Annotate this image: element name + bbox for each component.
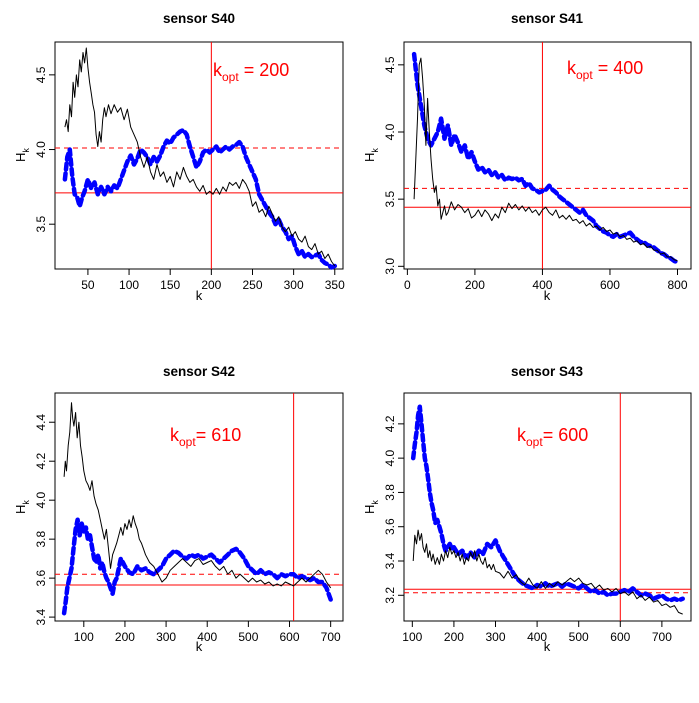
chart-panel-sensor-s40: sensor S40 50 100 150 200 250 300 350 3.5 4.0 4.… <box>13 11 345 303</box>
y-tick-label: 4.4 <box>34 414 48 431</box>
k-opt-annotation: kopt= 600 <box>517 425 588 449</box>
x-tick-label: 50 <box>81 278 95 292</box>
x-tick-label: 200 <box>444 630 464 644</box>
chart-title: sensor S42 <box>163 364 235 379</box>
x-axis-ticks: 50 100 150 200 250 300 350 <box>81 269 345 292</box>
reference-lines <box>55 42 343 269</box>
x-axis-label: k <box>196 288 203 303</box>
y-axis-label: Hk <box>13 500 31 514</box>
series-dashed-blue <box>411 51 680 265</box>
y-tick-label: 4.0 <box>383 449 397 466</box>
x-tick-label: 100 <box>74 630 94 644</box>
data-series <box>62 47 338 270</box>
x-axis-label: k <box>544 639 551 654</box>
k-opt-annotation: kopt = 200 <box>213 60 289 84</box>
x-tick-label: 400 <box>527 630 547 644</box>
x-axis-ticks: 100 200 300 400 500 600 700 <box>402 621 672 644</box>
plot-frame <box>403 392 692 622</box>
series-dashed-blue <box>61 517 333 616</box>
k-opt-annotation: kopt = 400 <box>567 58 643 82</box>
x-tick-label: 300 <box>284 278 304 292</box>
y-tick-label: 4.0 <box>34 492 48 509</box>
x-tick-label: 500 <box>569 630 589 644</box>
x-tick-label: 700 <box>321 630 341 644</box>
y-tick-label: 3.5 <box>383 190 397 207</box>
y-tick-label: 3.4 <box>34 608 48 625</box>
plot-frame <box>54 41 344 270</box>
y-axis-ticks: 3.4 3.6 3.8 4.0 4.2 4.4 <box>34 414 55 625</box>
data-series <box>411 51 680 265</box>
x-axis-ticks: 100 200 300 400 500 600 700 <box>74 621 341 644</box>
plot-frame <box>403 41 692 270</box>
reference-lines <box>404 42 691 269</box>
x-tick-label: 100 <box>402 630 422 644</box>
y-tick-label: 4.5 <box>383 56 397 73</box>
y-axis-label: Hk <box>362 500 380 514</box>
y-tick-label: 3.8 <box>383 484 397 501</box>
y-tick-label: 4.5 <box>34 66 48 83</box>
k-opt-annotation: kopt= 610 <box>170 425 241 449</box>
data-series <box>410 404 685 615</box>
x-tick-label: 100 <box>119 278 139 292</box>
x-axis-label: k <box>196 639 203 654</box>
x-tick-label: 200 <box>465 278 485 292</box>
y-tick-label: 3.6 <box>383 518 397 535</box>
y-tick-label: 3.6 <box>34 569 48 586</box>
y-axis-label: Hk <box>362 148 380 162</box>
y-axis-label: Hk <box>13 148 31 162</box>
y-tick-label: 3.0 <box>383 258 397 275</box>
chart-panel-sensor-s43: sensor S43 100 200 300 400 500 600 700 3.23.43… <box>362 364 692 654</box>
series-solid-black <box>413 57 678 262</box>
chart-panel-sensor-s42: sensor S42 100 200 300 400 500 600 700 3.43.63… <box>13 364 344 654</box>
data-series <box>61 402 333 616</box>
y-tick-label: 4.0 <box>34 141 48 158</box>
x-tick-label: 700 <box>652 630 672 644</box>
y-axis-ticks: 3.0 3.5 4.0 4.5 <box>383 56 404 275</box>
x-tick-label: 350 <box>325 278 345 292</box>
chart-title: sensor S40 <box>163 11 235 26</box>
x-axis-label: k <box>544 288 551 303</box>
y-tick-label: 3.8 <box>34 530 48 547</box>
x-tick-label: 200 <box>201 278 221 292</box>
x-tick-label: 500 <box>238 630 258 644</box>
x-tick-label: 200 <box>115 630 135 644</box>
y-axis-ticks: 3.5 4.0 4.5 <box>34 66 55 233</box>
y-tick-label: 3.4 <box>383 552 397 569</box>
y-axis-ticks: 3.2 3.4 3.6 3.8 4.0 4.2 <box>383 415 404 604</box>
x-tick-label: 150 <box>160 278 180 292</box>
x-tick-label: 0 <box>404 278 411 292</box>
chart-title: sensor S43 <box>511 364 584 379</box>
series-solid-black <box>412 529 683 615</box>
x-tick-label: 250 <box>242 278 262 292</box>
series-dashed-blue <box>62 127 338 270</box>
x-tick-label: 300 <box>156 630 176 644</box>
y-tick-label: 4.2 <box>34 453 48 470</box>
reference-lines <box>404 393 691 621</box>
chart-title: sensor S41 <box>511 11 584 26</box>
y-tick-label: 3.5 <box>34 216 48 233</box>
chart-panel-sensor-s41: sensor S41 0 200 400 600 800 3.03.54.04.5 k … <box>362 11 692 303</box>
y-tick-label: 4.2 <box>383 415 397 432</box>
x-tick-label: 600 <box>279 630 299 644</box>
x-tick-label: 400 <box>197 630 217 644</box>
plot-frame <box>54 392 344 622</box>
x-tick-label: 400 <box>532 278 552 292</box>
series-solid-black <box>64 47 336 267</box>
series-solid-black <box>63 402 332 589</box>
y-tick-label: 3.2 <box>383 587 397 604</box>
x-tick-label: 600 <box>600 278 620 292</box>
x-tick-label: 300 <box>485 630 505 644</box>
x-axis-ticks: 0 200 400 600 800 <box>404 269 688 292</box>
x-tick-label: 600 <box>610 630 630 644</box>
y-tick-label: 4.0 <box>383 123 397 140</box>
x-tick-label: 800 <box>667 278 687 292</box>
